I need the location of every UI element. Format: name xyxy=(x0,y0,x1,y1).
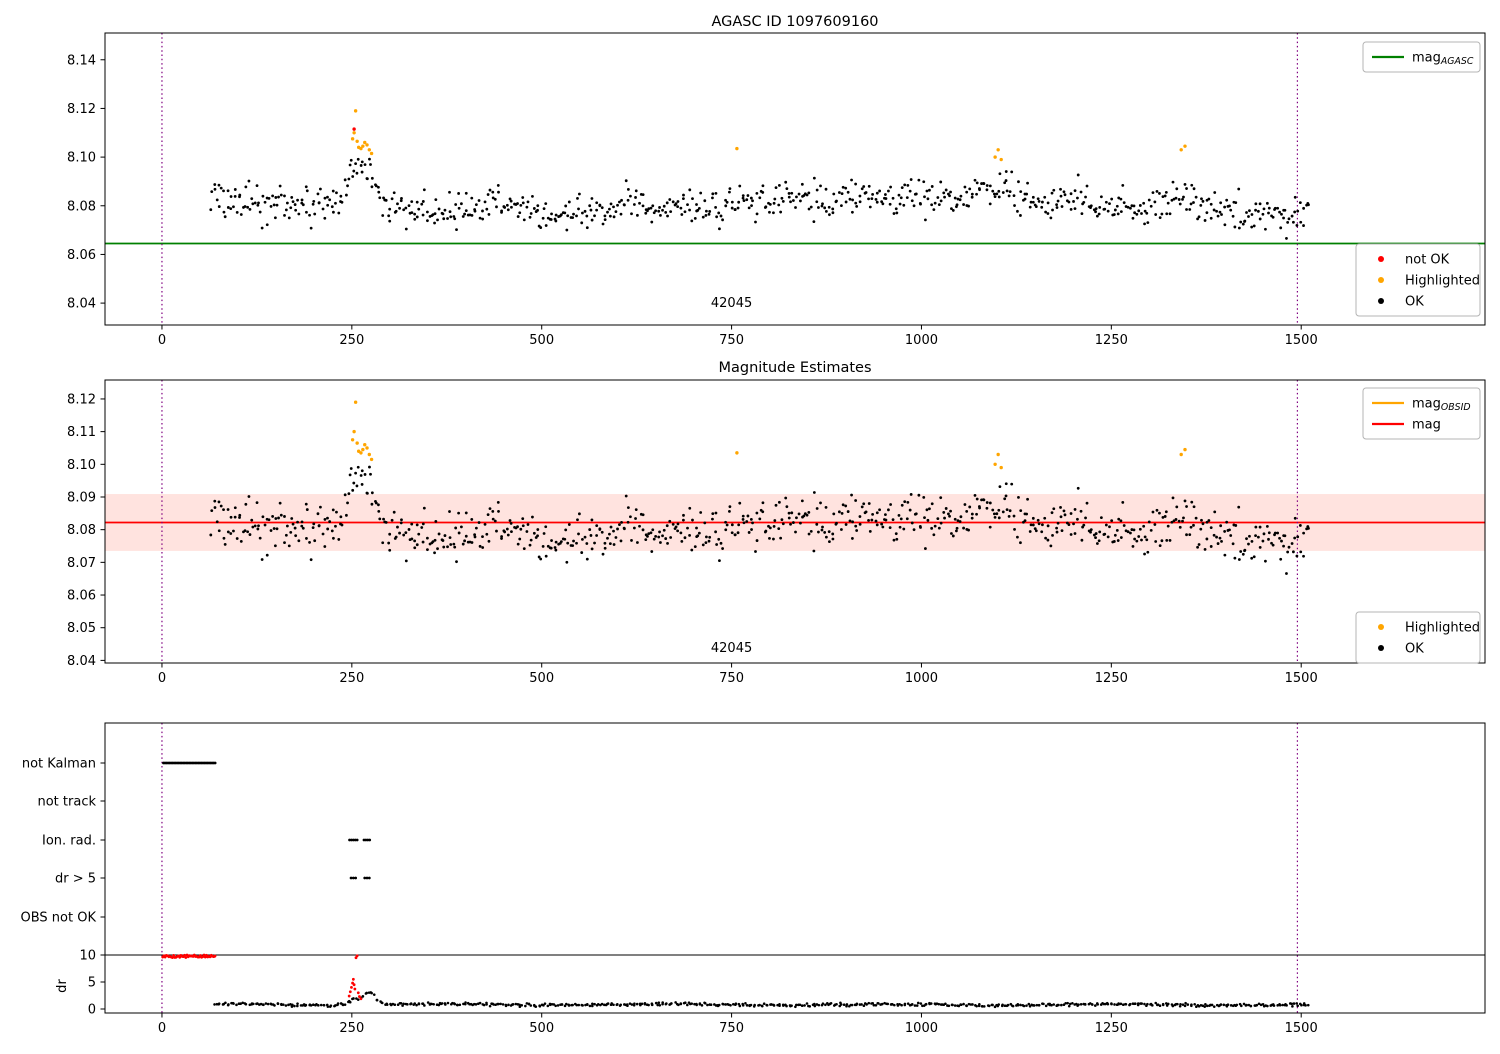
legend-box xyxy=(1355,243,1481,317)
x-tick-label: 1500 xyxy=(1285,671,1318,686)
axes-box xyxy=(104,722,1486,1014)
legend-label: OK xyxy=(1405,295,1424,310)
y-tick-label: 8.05 xyxy=(67,621,96,636)
axes-box xyxy=(104,32,1486,326)
x-tick-label: 250 xyxy=(339,333,364,348)
obsid-annotation: 42045 xyxy=(711,641,752,656)
legend-box xyxy=(1355,611,1481,664)
legend-dot-sample xyxy=(1378,277,1384,283)
ok-points xyxy=(209,157,1310,240)
legend-dot-sample xyxy=(1378,298,1384,304)
y-tick-label: 8.06 xyxy=(67,589,96,604)
y-tick-label: 8.10 xyxy=(67,151,96,166)
x-tick-label: 0 xyxy=(158,333,166,348)
y-tick-label: 8.08 xyxy=(67,199,96,214)
flag-row-label: dr > 5 xyxy=(55,872,96,887)
y-tick-label: 8.11 xyxy=(67,425,96,440)
y-tick-label: 8.06 xyxy=(67,248,96,263)
flag-row-label: not track xyxy=(37,795,96,810)
flag-row-label: not Kalman xyxy=(22,757,96,772)
x-tick-label: 1000 xyxy=(905,671,938,686)
x-tick-label: 750 xyxy=(719,1021,744,1036)
legend-label: mag xyxy=(1412,418,1441,433)
flag-points xyxy=(162,761,372,880)
obsid-annotation: 42045 xyxy=(711,296,752,311)
x-tick-label: 750 xyxy=(719,671,744,686)
dr-axis-label: dr xyxy=(55,979,70,993)
x-tick-label: 1500 xyxy=(1285,333,1318,348)
x-tick-label: 0 xyxy=(158,671,166,686)
y-tick-label: 8.07 xyxy=(67,556,96,571)
y-tick-label: 8.12 xyxy=(67,102,96,117)
dr-not-ok-points xyxy=(161,953,363,1001)
dr-tick-label: 0 xyxy=(88,1003,96,1018)
x-tick-label: 1250 xyxy=(1095,671,1128,686)
dr-tick-label: 10 xyxy=(79,949,96,964)
highlighted-points xyxy=(350,400,1187,470)
legend-label: Highlighted xyxy=(1405,274,1480,289)
plot-title: AGASC ID 1097609160 xyxy=(711,14,878,30)
legend-label: not OK xyxy=(1405,253,1450,268)
x-tick-label: 750 xyxy=(719,333,744,348)
dr-tick-label: 5 xyxy=(88,976,96,991)
legend-dot-sample xyxy=(1378,645,1384,651)
not-ok-points xyxy=(352,127,356,131)
flag-row-label: OBS not OK xyxy=(21,911,97,926)
legend-box xyxy=(1362,387,1481,440)
y-tick-label: 8.10 xyxy=(67,458,96,473)
y-tick-label: 8.12 xyxy=(67,392,96,407)
x-tick-label: 1000 xyxy=(905,333,938,348)
x-tick-label: 1500 xyxy=(1285,1021,1318,1036)
x-tick-label: 1250 xyxy=(1095,1021,1128,1036)
legend-label: OK xyxy=(1405,642,1424,657)
flag-row-label: Ion. rad. xyxy=(42,834,96,849)
flags-plot: 0 250 500 750 1000 1250 1500 not Kalman not trac… xyxy=(21,722,1486,1036)
y-tick-label: 8.14 xyxy=(67,53,96,68)
x-tick-label: 500 xyxy=(529,671,554,686)
y-tick-label: 8.04 xyxy=(67,654,96,669)
y-tick-label: 8.09 xyxy=(67,490,96,505)
ok-points xyxy=(209,465,1310,575)
dr-ok-points xyxy=(213,991,1310,1009)
x-tick-label: 1000 xyxy=(905,1021,938,1036)
y-tick-label: 8.08 xyxy=(67,523,96,538)
magest-plot: 42045 0 250 500 750 1000 1250 1500 8.04 8.05 8.06 8… xyxy=(67,360,1486,686)
axes-box xyxy=(104,379,1486,664)
highlighted-points xyxy=(350,109,1187,162)
legend-dot-sample xyxy=(1378,624,1384,630)
x-tick-label: 250 xyxy=(339,1021,364,1036)
plot-title: Magnitude Estimates xyxy=(718,360,871,376)
x-tick-label: 1250 xyxy=(1095,333,1128,348)
x-tick-label: 500 xyxy=(529,1021,554,1036)
legend-dot-sample xyxy=(1378,256,1384,262)
x-tick-label: 250 xyxy=(339,671,364,686)
legend-box xyxy=(1362,41,1481,73)
x-tick-label: 500 xyxy=(529,333,554,348)
legend-label: Highlighted xyxy=(1405,621,1480,636)
y-tick-label: 8.04 xyxy=(67,297,96,312)
x-tick-label: 0 xyxy=(158,1021,166,1036)
agasc-plot: 42045 0 250 500 750 1000 1250 1500 8.04 8.06 8.08 8… xyxy=(67,14,1486,348)
